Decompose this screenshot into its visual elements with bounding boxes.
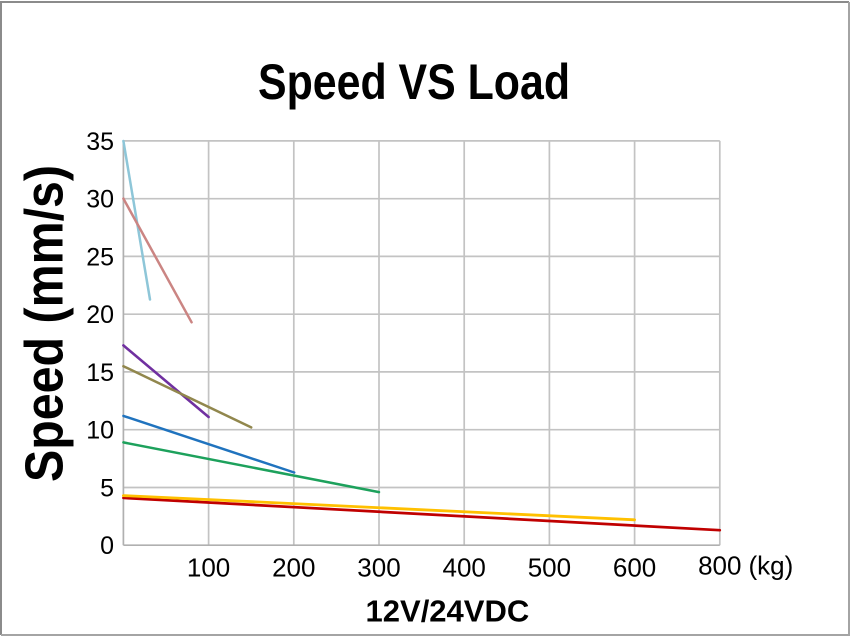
svg-text:300: 300 — [357, 553, 400, 583]
svg-text:12V/24VDC: 12V/24VDC — [366, 594, 530, 629]
svg-text:Speed VS Load: Speed VS Load — [258, 54, 570, 110]
svg-text:800: 800 — [698, 551, 741, 581]
svg-text:30: 30 — [86, 186, 114, 214]
svg-text:Speed (mm/s): Speed (mm/s) — [15, 165, 75, 482]
svg-text:35: 35 — [86, 128, 114, 156]
svg-text:600: 600 — [613, 553, 656, 583]
svg-text:200: 200 — [272, 553, 315, 583]
svg-text:15: 15 — [86, 359, 114, 387]
svg-text:400: 400 — [443, 553, 486, 583]
svg-text:0: 0 — [100, 532, 114, 560]
svg-text:5: 5 — [100, 475, 114, 503]
svg-text:25: 25 — [86, 243, 114, 271]
svg-text:100: 100 — [187, 553, 230, 583]
svg-text:(kg): (kg) — [749, 551, 794, 581]
svg-text:20: 20 — [86, 301, 114, 329]
svg-text:10: 10 — [86, 417, 114, 445]
svg-text:500: 500 — [528, 553, 571, 583]
